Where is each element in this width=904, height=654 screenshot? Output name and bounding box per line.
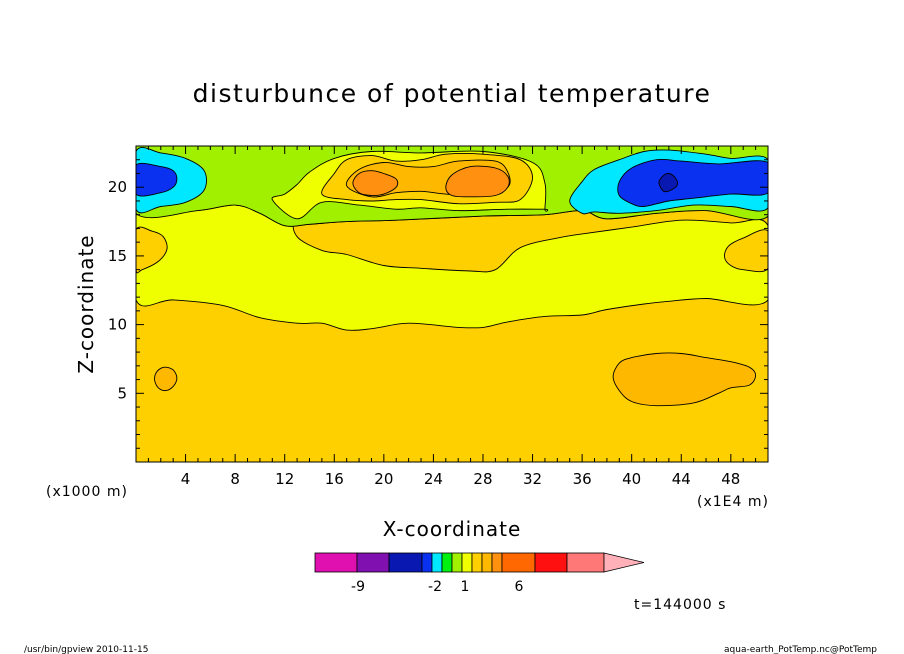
x-tick-label: 32 (523, 470, 542, 488)
colorbar-swatch (314, 552, 358, 573)
x-tick-label: 44 (672, 470, 691, 488)
colorbar-swatch (491, 552, 503, 573)
colorbar-swatch (421, 552, 433, 573)
time-annotation: t=144000 s (634, 597, 726, 613)
x-tick-label: 36 (573, 470, 592, 488)
x-tick-label: 4 (181, 470, 191, 488)
plot-frame (135, 145, 769, 463)
y-tick-label: 15 (108, 247, 127, 265)
x-tick-label: 12 (275, 470, 294, 488)
contour-region-band-minus7-minus5-right (658, 173, 679, 193)
x-tick-label: 40 (622, 470, 641, 488)
y-tick-label: 10 (108, 316, 127, 334)
x-tick-label: 8 (230, 470, 240, 488)
footer-right: aqua-earth_PotTemp.nc@PotTemp (724, 645, 877, 654)
contour-region-band-3-4-left-high-a (352, 170, 399, 197)
colorbar-label: 1 (461, 579, 470, 595)
x-axis-label: X-coordinate (383, 517, 522, 541)
colorbar-swatch (461, 552, 473, 573)
colorbar-swatch (471, 552, 483, 573)
colorbar-swatch (388, 552, 423, 573)
chart-title: disturbunce of potential temperature (193, 79, 712, 108)
color-legend: -9 -2 1 6 (314, 552, 645, 595)
contour-region-band-1-2-right-mid (724, 229, 768, 273)
x-tick-label: 20 (374, 470, 393, 488)
contour-region-band-minus5-minus3-left (136, 162, 178, 197)
y-tick-label: 5 (117, 384, 127, 402)
colorbar-swatch (566, 552, 605, 573)
colorbar-swatch (481, 552, 493, 573)
contour-region-band-2-3-low-left (154, 366, 178, 392)
x-tick-label: 16 (325, 470, 344, 488)
y-axis-label: Z-coordinate (74, 234, 98, 373)
contour-region-band-2-3-low-right (612, 352, 757, 407)
footer-left: /usr/bin/gpview 2010-11-15 (24, 645, 148, 654)
x-tick-label: 28 (473, 470, 492, 488)
contour-region-band-3-4-left-high-b (445, 165, 510, 198)
x-tick-label: 24 (424, 470, 443, 488)
colorbar-swatch (356, 552, 390, 573)
colorbar-swatch (451, 552, 463, 573)
colorbar-label: -2 (428, 579, 442, 595)
colorbar-label: -9 (351, 579, 365, 595)
colorbar-swatch (441, 552, 453, 573)
colorbar-extension-arrow (603, 552, 645, 573)
colorbar-swatch (534, 552, 568, 573)
x-tick-label: 48 (721, 470, 740, 488)
contour-region-band-minus5-minus3-right (617, 158, 768, 208)
x-unit-note: (x1000 m) (46, 484, 128, 500)
x-unit-note-right: (x1E4 m) (697, 494, 769, 510)
colorbar-swatch (501, 552, 536, 573)
y-tick-label: 20 (108, 178, 127, 196)
colorbar-swatch (431, 552, 443, 573)
colorbar-label: 6 (515, 579, 524, 595)
